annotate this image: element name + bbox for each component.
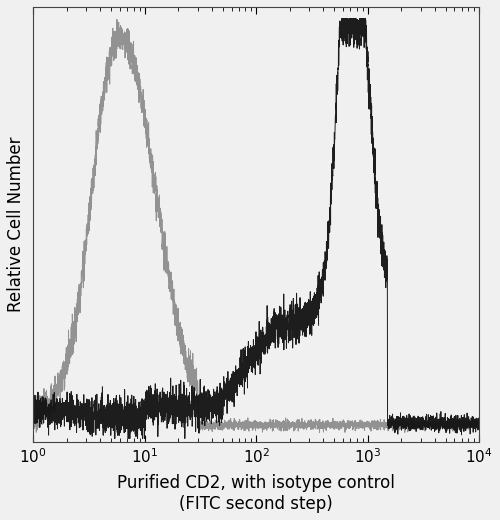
Y-axis label: Relative Cell Number: Relative Cell Number xyxy=(7,137,25,313)
X-axis label: Purified CD2, with isotype control
(FITC second step): Purified CD2, with isotype control (FITC… xyxy=(118,474,395,513)
